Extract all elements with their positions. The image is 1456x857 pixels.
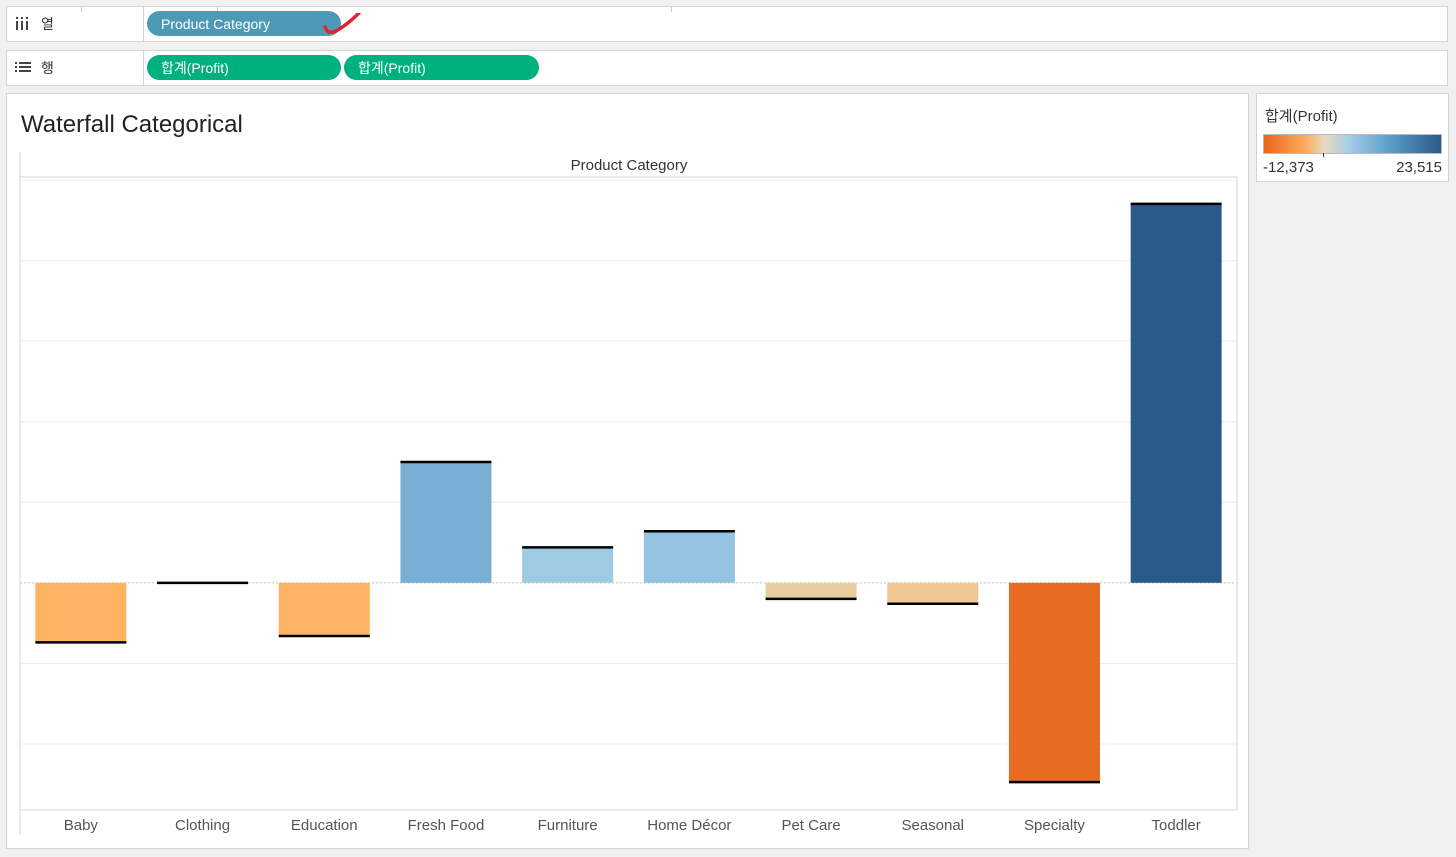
- pill-sum-profit-1[interactable]: 합계(Profit): [147, 55, 341, 80]
- legend-max-label: 23,515: [1396, 159, 1442, 176]
- pill-label: Product Category: [161, 15, 270, 32]
- legend-min-label: -12,373: [1263, 159, 1314, 176]
- columns-shelf[interactable]: 열 Product Category: [6, 6, 1448, 42]
- x-tick-label: Education: [291, 817, 358, 834]
- annotation-check-mark: [323, 13, 361, 34]
- plot-frame: [19, 176, 1238, 811]
- x-tick-label: Seasonal: [901, 817, 964, 834]
- shelf-divider: [217, 7, 218, 12]
- x-tick-label: Toddler: [1152, 817, 1201, 834]
- bar-toddler[interactable]: [1130, 203, 1222, 583]
- x-tick-label: Specialty: [1024, 817, 1085, 834]
- shelf-divider: [671, 7, 672, 12]
- bar-home-d-cor[interactable]: [643, 531, 735, 583]
- x-tick-label: Baby: [64, 817, 99, 834]
- rows-icon: [15, 60, 31, 77]
- x-tick-label: Pet Care: [781, 817, 840, 834]
- bar-seasonal[interactable]: [887, 582, 979, 604]
- waterfall-chart[interactable]: Product Category Baby Clothing Education Fr…: [7, 94, 1248, 848]
- bar-pet-care[interactable]: [765, 582, 857, 599]
- bars: [35, 202, 1222, 784]
- pill-label: 합계(Profit): [358, 59, 426, 76]
- viz-panel: Waterfall Categorical Product Category B…: [6, 93, 1249, 849]
- x-tick-label: Fresh Food: [408, 817, 485, 834]
- bar-baby[interactable]: [35, 582, 127, 643]
- rows-shelf-label: 행: [7, 51, 144, 85]
- bar-fresh-food[interactable]: [400, 461, 492, 583]
- shelf-divider: [81, 7, 82, 12]
- pill-sum-profit-2[interactable]: 합계(Profit): [344, 55, 539, 80]
- x-tick-label: Clothing: [175, 817, 230, 834]
- legend-zero-tick: [1323, 153, 1324, 157]
- columns-shelf-text: 열: [41, 16, 54, 32]
- pill-product-category[interactable]: Product Category: [147, 11, 341, 36]
- columns-shelf-label: 열: [7, 7, 144, 41]
- legend-gradient: [1263, 134, 1442, 154]
- x-axis-labels: Baby Clothing Education Fresh Food Furniture…: [64, 817, 1201, 834]
- pill-label: 합계(Profit): [161, 59, 229, 76]
- color-legend[interactable]: 합계(Profit) -12,373 23,515: [1256, 93, 1449, 182]
- bar-specialty[interactable]: [1008, 582, 1100, 783]
- legend-title: 합계(Profit): [1265, 108, 1338, 125]
- bar-furniture[interactable]: [522, 547, 614, 583]
- bar-education[interactable]: [278, 582, 370, 636]
- viz-title: Waterfall Categorical: [21, 111, 243, 138]
- x-tick-label: Furniture: [538, 817, 598, 834]
- gridlines: [20, 179, 1237, 745]
- column-header: Product Category: [571, 157, 688, 174]
- columns-icon: [15, 16, 31, 33]
- x-tick-label: Home Décor: [647, 817, 731, 834]
- rows-shelf[interactable]: 행 합계(Profit) 합계(Profit): [6, 50, 1448, 86]
- rows-shelf-text: 행: [41, 60, 54, 76]
